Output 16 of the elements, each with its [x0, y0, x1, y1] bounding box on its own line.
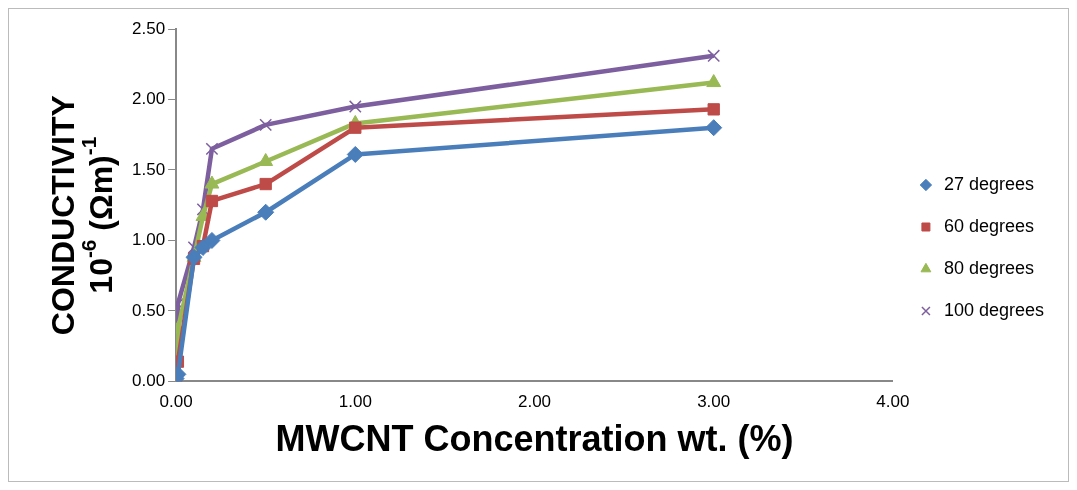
legend-label: 80 degrees — [943, 257, 1034, 278]
x-tick-label: 2.00 — [517, 392, 552, 412]
y-tick-label: 1.00 — [131, 230, 166, 250]
x-tick-label: 0.00 — [159, 392, 193, 412]
x-tick-label: 4.00 — [876, 392, 910, 412]
y-tick-label: 2.00 — [131, 89, 166, 109]
y-tick-label: 2.50 — [131, 18, 166, 38]
y-tick-label: 0.00 — [131, 371, 166, 391]
legend-label: 100 degrees — [943, 299, 1045, 320]
x-tick-label: 3.00 — [697, 392, 731, 412]
y-tick-label: 1.50 — [131, 159, 166, 179]
legend-label: 60 degrees — [943, 215, 1034, 236]
x-tick-label: 1.00 — [338, 392, 372, 412]
y-tick-label: 0.50 — [131, 300, 166, 320]
x-axis-title: MWCNT Concentration wt. (%) — [275, 418, 794, 460]
legend-label: 27 degrees — [943, 173, 1034, 194]
